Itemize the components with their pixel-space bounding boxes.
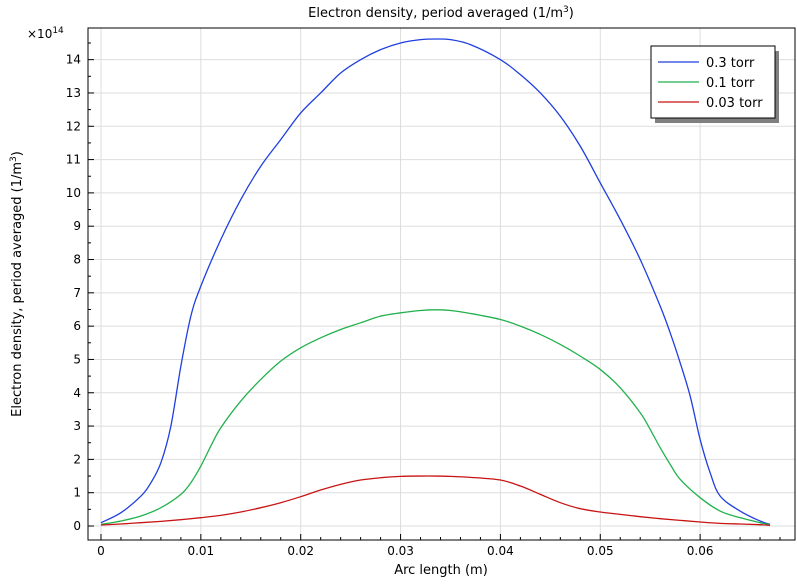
chart-title-end: ) bbox=[569, 6, 574, 21]
x-tick-label: 0 bbox=[97, 544, 105, 558]
x-tick-label: 0.01 bbox=[187, 544, 214, 558]
y-tick-label: 4 bbox=[73, 386, 81, 400]
series-line-0-03-torr bbox=[100, 475, 771, 526]
legend-items: 0.3 torr 0.1 torr 0.03 torr bbox=[658, 56, 763, 111]
y-multiplier-exp: 14 bbox=[52, 26, 64, 36]
plot-frame bbox=[87, 27, 796, 541]
x-tick-label: 0.05 bbox=[587, 544, 614, 558]
chart-title: Electron density, period averaged (1/m3) bbox=[308, 5, 574, 21]
y-multiplier: ×1014 bbox=[27, 26, 64, 41]
x-tick-label: 0.06 bbox=[687, 544, 714, 558]
y-tick-label: 2 bbox=[73, 452, 81, 466]
y-multiplier-base: ×10 bbox=[27, 27, 52, 41]
x-tick-label: 0.02 bbox=[287, 544, 314, 558]
y-tick-label: 5 bbox=[73, 352, 81, 366]
chart-title-text: Electron density, period averaged (1/m bbox=[308, 6, 563, 21]
x-axis-label: Arc length (m) bbox=[394, 563, 488, 578]
y-axis-label-end: ) bbox=[10, 151, 25, 156]
y-tick-label: 8 bbox=[73, 253, 81, 267]
y-tick-label: 0 bbox=[73, 519, 81, 533]
y-axis-label: Electron density, period averaged (1/m3) bbox=[9, 151, 25, 417]
legend: 0.3 torr 0.1 torr 0.03 torr bbox=[650, 45, 779, 123]
y-tick-label: 9 bbox=[73, 219, 81, 233]
y-tick-label: 7 bbox=[73, 286, 81, 300]
x-tick-label: 0.04 bbox=[487, 544, 514, 558]
y-tick-label: 11 bbox=[66, 153, 81, 167]
y-tick-label: 3 bbox=[73, 419, 81, 433]
y-tick-label: 12 bbox=[66, 119, 81, 133]
ticks: 0 0.01 0.02 0.03 0.04 0.05 0.06012345678910111… bbox=[66, 42, 781, 558]
series-lines bbox=[100, 38, 771, 526]
y-tick-label: 10 bbox=[66, 186, 81, 200]
legend-label-0-1-torr: 0.1 torr bbox=[706, 76, 755, 91]
y-tick-label: 1 bbox=[73, 486, 81, 500]
y-tick-label: 6 bbox=[73, 319, 81, 333]
series-line-0-3-torr bbox=[100, 38, 771, 525]
y-axis-label-sup: 3 bbox=[9, 156, 19, 162]
chart-title-sup: 3 bbox=[563, 5, 569, 15]
series-line-0-1-torr bbox=[100, 309, 771, 526]
x-tick-label: 0.03 bbox=[387, 544, 414, 558]
y-tick-label: 13 bbox=[66, 86, 81, 100]
y-axis-label-text: Electron density, period averaged (1/m bbox=[10, 162, 25, 417]
legend-label-0-3-torr: 0.3 torr bbox=[706, 56, 755, 71]
y-tick-label: 14 bbox=[66, 53, 81, 67]
legend-label-0-03-torr: 0.03 torr bbox=[706, 96, 763, 111]
